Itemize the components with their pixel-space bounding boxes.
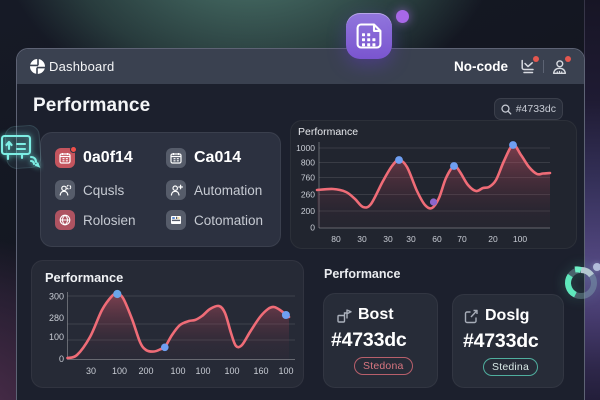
svg-text:280: 280 [49,313,64,323]
svg-text:0: 0 [310,223,315,233]
svg-text:800: 800 [301,158,315,168]
svg-text:Performance: Performance [298,126,358,138]
svg-text:100: 100 [49,332,64,342]
svg-text:30: 30 [357,234,367,244]
svg-text:80: 80 [331,234,341,244]
svg-text:100: 100 [112,366,127,376]
svg-text:760: 760 [301,173,315,183]
svg-text:200: 200 [138,366,153,376]
svg-text:260: 260 [301,190,315,200]
svg-text:30: 30 [86,366,96,376]
svg-text:0: 0 [59,354,64,364]
svg-text:70: 70 [457,234,467,244]
svg-text:200: 200 [301,206,315,216]
svg-text:20: 20 [488,234,498,244]
svg-text:60: 60 [432,234,442,244]
svg-text:100: 100 [224,366,239,376]
svg-text:300: 300 [49,292,64,302]
svg-text:30: 30 [406,234,416,244]
svg-text:30: 30 [383,234,393,244]
svg-text:100: 100 [513,234,527,244]
svg-text:100: 100 [278,366,293,376]
svg-text:100: 100 [170,366,185,376]
svg-text:100: 100 [195,366,210,376]
svg-text:160: 160 [253,366,268,376]
svg-text:1000: 1000 [296,143,315,153]
svg-text:Performance: Performance [45,270,123,285]
